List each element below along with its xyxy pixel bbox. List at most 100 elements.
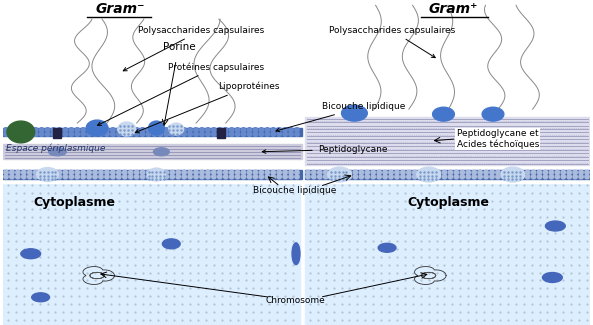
Circle shape xyxy=(81,132,85,136)
Circle shape xyxy=(466,170,470,175)
Circle shape xyxy=(508,170,512,175)
Circle shape xyxy=(253,175,257,179)
Circle shape xyxy=(401,170,405,175)
Circle shape xyxy=(164,128,168,132)
Circle shape xyxy=(141,170,145,175)
Circle shape xyxy=(33,128,38,132)
Circle shape xyxy=(407,175,411,179)
Bar xyxy=(305,170,590,179)
Circle shape xyxy=(478,170,482,175)
Circle shape xyxy=(224,128,228,132)
Circle shape xyxy=(289,175,293,179)
Circle shape xyxy=(413,175,417,179)
Circle shape xyxy=(549,170,553,175)
Circle shape xyxy=(585,170,589,175)
Circle shape xyxy=(295,175,299,179)
Circle shape xyxy=(353,175,358,179)
Circle shape xyxy=(81,170,85,175)
Circle shape xyxy=(176,170,180,175)
Circle shape xyxy=(93,175,97,179)
Circle shape xyxy=(40,175,44,179)
Circle shape xyxy=(15,175,20,179)
Circle shape xyxy=(265,132,269,136)
Circle shape xyxy=(93,132,97,136)
Circle shape xyxy=(342,170,346,175)
Ellipse shape xyxy=(148,168,165,181)
Circle shape xyxy=(555,175,560,179)
Ellipse shape xyxy=(292,243,300,265)
Circle shape xyxy=(259,132,263,136)
Circle shape xyxy=(152,170,157,175)
Circle shape xyxy=(117,128,121,132)
Circle shape xyxy=(152,132,157,136)
Circle shape xyxy=(277,128,281,132)
Circle shape xyxy=(448,170,452,175)
Text: Cytoplasme: Cytoplasme xyxy=(33,196,115,209)
Circle shape xyxy=(419,170,423,175)
Circle shape xyxy=(63,170,68,175)
Circle shape xyxy=(543,170,547,175)
Circle shape xyxy=(152,128,157,132)
Circle shape xyxy=(235,132,240,136)
Circle shape xyxy=(218,132,222,136)
Circle shape xyxy=(4,132,8,136)
Circle shape xyxy=(123,132,127,136)
Circle shape xyxy=(561,175,566,179)
Circle shape xyxy=(52,175,56,179)
Circle shape xyxy=(21,132,26,136)
Circle shape xyxy=(200,132,204,136)
Circle shape xyxy=(111,175,115,179)
Circle shape xyxy=(176,128,180,132)
Circle shape xyxy=(484,175,488,179)
Circle shape xyxy=(27,128,32,132)
Circle shape xyxy=(235,175,240,179)
Circle shape xyxy=(241,132,246,136)
Circle shape xyxy=(46,128,50,132)
Circle shape xyxy=(105,175,109,179)
Circle shape xyxy=(347,170,352,175)
Circle shape xyxy=(247,128,251,132)
Circle shape xyxy=(241,128,246,132)
Circle shape xyxy=(436,175,441,179)
Circle shape xyxy=(271,175,275,179)
Circle shape xyxy=(9,128,14,132)
Circle shape xyxy=(283,175,287,179)
Text: Espace périplasmique: Espace périplasmique xyxy=(6,143,106,153)
Circle shape xyxy=(176,175,180,179)
Circle shape xyxy=(460,170,464,175)
Circle shape xyxy=(141,175,145,179)
Circle shape xyxy=(46,132,50,136)
Circle shape xyxy=(21,128,26,132)
Ellipse shape xyxy=(378,243,396,252)
Circle shape xyxy=(129,132,133,136)
Circle shape xyxy=(271,128,275,132)
Circle shape xyxy=(531,175,535,179)
Circle shape xyxy=(170,170,174,175)
Ellipse shape xyxy=(154,148,170,156)
Circle shape xyxy=(4,170,8,175)
Circle shape xyxy=(15,170,20,175)
Circle shape xyxy=(75,170,79,175)
Circle shape xyxy=(58,175,62,179)
Circle shape xyxy=(549,175,553,179)
Circle shape xyxy=(135,128,139,132)
Circle shape xyxy=(342,175,346,179)
Circle shape xyxy=(496,175,500,179)
Circle shape xyxy=(519,170,524,175)
Circle shape xyxy=(573,170,578,175)
Circle shape xyxy=(194,128,198,132)
Ellipse shape xyxy=(31,293,50,302)
Circle shape xyxy=(99,128,103,132)
Circle shape xyxy=(271,132,275,136)
Circle shape xyxy=(146,170,151,175)
Circle shape xyxy=(365,170,369,175)
Circle shape xyxy=(543,175,547,179)
Circle shape xyxy=(206,175,210,179)
Circle shape xyxy=(265,175,269,179)
Circle shape xyxy=(111,128,115,132)
Text: Peptidoglycane et
Acides téchoïques: Peptidoglycane et Acides téchoïques xyxy=(457,129,539,149)
Circle shape xyxy=(117,170,121,175)
Circle shape xyxy=(52,132,56,136)
Circle shape xyxy=(318,175,322,179)
Circle shape xyxy=(271,170,275,175)
